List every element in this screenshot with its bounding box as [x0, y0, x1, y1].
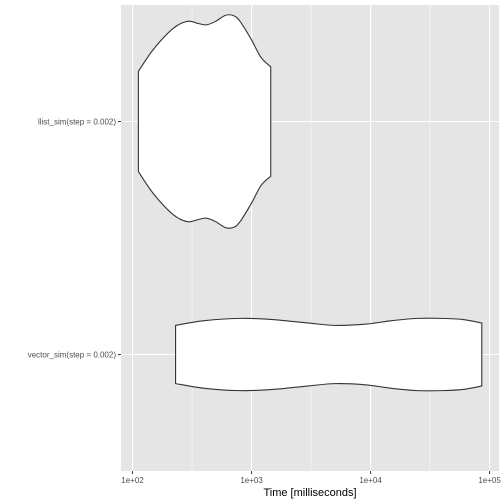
- violin-vector-sim: [175, 317, 483, 392]
- y-tick-label: vector_sim(step = 0.002): [28, 351, 117, 360]
- x-axis: 1e+02 1e+03 1e+04 1e+05: [121, 471, 501, 485]
- x-axis-title: Time [milliseconds]: [263, 487, 356, 499]
- violin-llist-sim: [137, 14, 272, 229]
- y-tick-label: llist_sim(step = 0.002): [38, 118, 116, 127]
- x-tick-label: 1e+03: [240, 476, 263, 485]
- x-tick-label: 1e+04: [359, 476, 382, 485]
- violins: [137, 14, 483, 392]
- y-axis: llist_sim(step = 0.002) vector_sim(step =…: [28, 118, 121, 360]
- x-tick-label: 1e+05: [478, 476, 501, 485]
- x-tick-label: 1e+02: [121, 476, 144, 485]
